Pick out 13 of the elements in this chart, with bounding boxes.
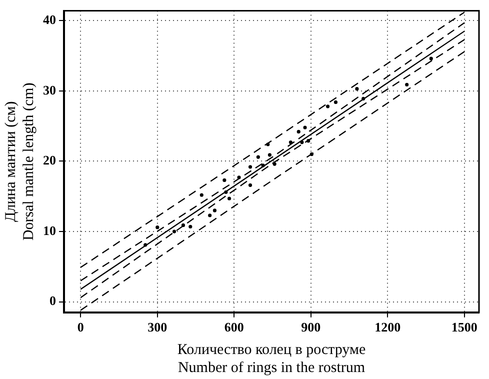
- x-axis-title: Количество колец в роструме Number of rings in the rostrum: [177, 342, 366, 376]
- y-axis-title: Длина мантии (см) Dorsal mantle length (cm): [2, 82, 37, 241]
- x-tick-label: 0: [77, 320, 84, 335]
- x-tick-label: 900: [301, 320, 321, 335]
- y-tick-label: 20: [43, 152, 56, 168]
- y-tick-label: 0: [50, 293, 56, 308]
- x-tick-label: 1200: [374, 320, 401, 335]
- y-tick-label: 40: [43, 12, 56, 27]
- x-tick-label: 600: [224, 320, 244, 335]
- y-tick-label: 30: [43, 82, 56, 98]
- y-tick-label: 10: [43, 222, 56, 238]
- x-tick-label: 1500: [451, 320, 478, 335]
- x-tick-label: 300: [148, 320, 168, 335]
